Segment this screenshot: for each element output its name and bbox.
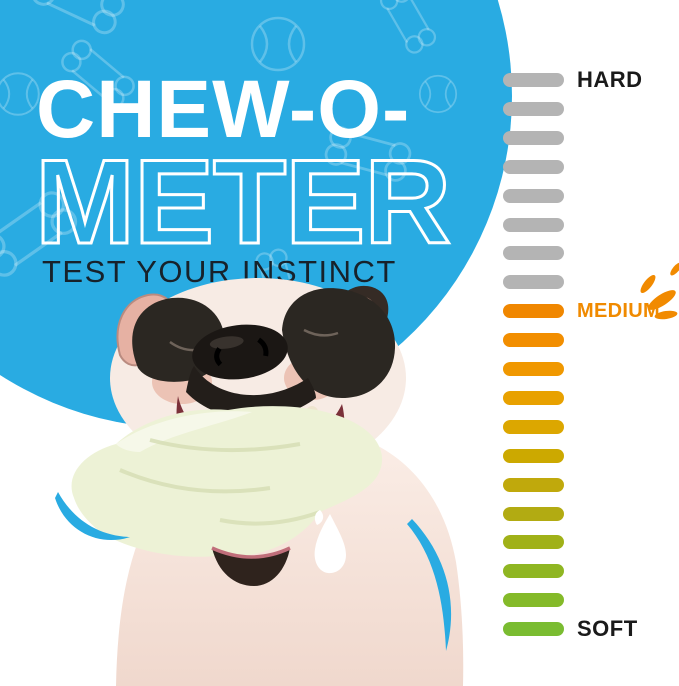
title-line-1: CHEW-O- — [36, 64, 411, 155]
meter-bar — [503, 73, 564, 87]
dog-lip — [211, 546, 291, 559]
meter-label-hard: HARD — [577, 67, 643, 92]
rawhide-chew — [71, 406, 383, 557]
accent-swoosh-right-icon — [407, 519, 452, 651]
meter-bar — [503, 362, 564, 376]
dog-patch-right — [282, 288, 396, 398]
meter-bar — [503, 130, 564, 145]
meter-bar — [503, 477, 564, 492]
meter-bar — [503, 535, 564, 550]
accent-swoosh-left-icon — [55, 492, 130, 541]
meter-bar — [503, 419, 564, 434]
meter-bar — [503, 101, 564, 116]
meter-label-soft: SOFT — [577, 616, 638, 642]
medium-burst-icon — [640, 262, 679, 320]
chew-meter: HARD MEDIUM SOFT — [503, 69, 679, 658]
dog-chin — [212, 548, 290, 586]
meter-bar — [503, 217, 564, 232]
title-line-2: METER — [34, 134, 453, 259]
dog-muzzle — [186, 366, 316, 419]
meter-bar — [503, 333, 564, 348]
meter-bar — [503, 304, 564, 319]
meter-bar — [503, 448, 564, 463]
dog-eye-right-closed — [303, 328, 339, 337]
meter-bar — [503, 159, 564, 174]
meter-bars — [503, 73, 564, 658]
meter-bar — [503, 564, 564, 579]
meter-label-medium: MEDIUM — [577, 300, 660, 323]
meter-bar — [503, 506, 564, 521]
title-line-2-text: METER — [35, 135, 450, 258]
drool-droplet-icon — [314, 510, 346, 574]
meter-bar — [503, 275, 564, 290]
meter-bar — [503, 188, 564, 203]
meter-bar — [503, 593, 564, 608]
meter-bar — [503, 390, 564, 405]
meter-bar — [503, 622, 564, 637]
meter-bar — [503, 246, 564, 261]
dog-nose — [192, 324, 288, 380]
